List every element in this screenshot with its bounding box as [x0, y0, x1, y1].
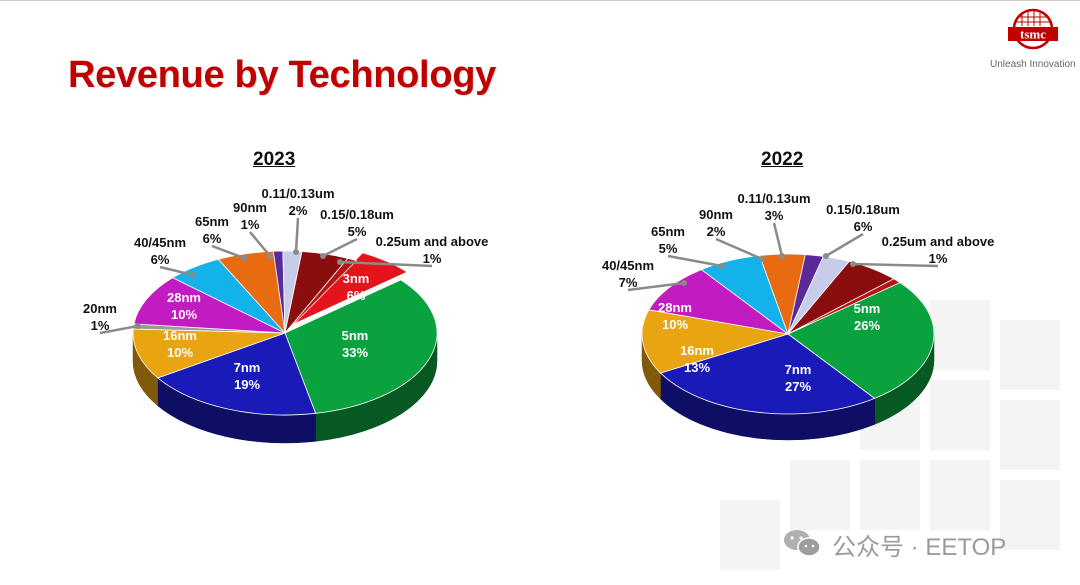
leader-line-40-45nm [159, 265, 194, 277]
leader-dot-65nm [719, 263, 725, 269]
wechat-watermark-icon [784, 530, 821, 557]
background-grid-decoration [720, 300, 1060, 570]
tsmc-logo: tsmc Unleash Innovation [990, 8, 1076, 72]
slice-value-0-25um-and-above: 1% [929, 251, 948, 266]
slice-7nm [659, 333, 876, 415]
slice-7nm [157, 332, 317, 416]
slice-5nm [787, 282, 935, 399]
slice-value-40-45nm: 7% [619, 275, 638, 290]
slice-label-20nm: 20nm [83, 301, 117, 316]
leader-line-0-25um-and-above [339, 260, 433, 268]
slice-value-65nm: 5% [659, 241, 678, 256]
slide-title: Revenue by Technology [68, 54, 496, 96]
leader-line-0-25um-and-above [852, 262, 939, 268]
slice-label-3nm: 3nm [343, 271, 370, 286]
leader-line-65nm [667, 254, 723, 268]
svg-text:tsmc: tsmc [1020, 27, 1046, 42]
slice-label-0-25um-and-above: 0.25um and above [376, 234, 489, 249]
leader-dot-0-15-0-18um [823, 253, 829, 259]
tsmc-logo-mark: tsmc [1008, 8, 1058, 50]
slice-3nm [290, 252, 408, 326]
leader-line-40-45nm [627, 281, 685, 292]
pie-chart-2023: 3nm 6% 5nm 33% 7nm 19% 16nm 10% 20nm 1% 28nm 10% 40/… [83, 186, 488, 444]
leader-line-0-11-0-13um [294, 217, 300, 253]
slice-label-16nm: 16nm [680, 343, 714, 358]
pie-tops [132, 250, 438, 416]
slice-value-16nm: 10% [167, 345, 193, 360]
leader-line-65nm [211, 244, 245, 260]
slice-label-0-11-0-13um: 0.11/0.13um [738, 191, 811, 206]
slice-label-0-25um-and-above: 0.25um and above [882, 234, 995, 249]
slice-label-5nm: 5nm [854, 301, 881, 316]
slice-value-7nm: 27% [785, 379, 811, 394]
slice-value-65nm: 6% [203, 231, 222, 246]
pie-labels: 3nm 6% 5nm 33% 7nm 19% 16nm 10% 20nm 1% 28nm 10% 40/… [83, 186, 488, 392]
slice-label-40-45nm: 40/45nm [134, 235, 186, 250]
slice-value-0-11-0-13um: 3% [765, 208, 784, 223]
slice-label-90nm: 90nm [233, 200, 267, 215]
leader-line-20nm [99, 324, 139, 335]
slice-0-25um-and-above [787, 278, 901, 335]
top-divider [0, 0, 1080, 1]
slice-value-20nm: 1% [91, 318, 110, 333]
leader-line-0-15-0-18um [322, 237, 358, 258]
slice-value-28nm: 10% [171, 307, 197, 322]
leader-dot-0-11-0-13um [779, 253, 785, 259]
leader-dot-20nm [135, 323, 141, 329]
slice-value-16nm: 13% [684, 360, 710, 375]
pie-chart-2022: 5nm 26% 7nm 27% 16nm 13% 28nm 10% 40/45nm 7% 65nm 5… [602, 191, 994, 441]
watermark-text: 公众号 · EETOP [832, 534, 1007, 561]
slice-value-0-25um-and-above: 1% [423, 251, 442, 266]
leader-dot-0-15-0-18um [320, 253, 326, 259]
logo-slogan: Unleash Innovation [990, 59, 1076, 70]
leader-dot-90nm [267, 253, 273, 259]
slice-5nm [284, 279, 438, 414]
leader-line-90nm [715, 237, 763, 261]
slice-16nm [132, 328, 286, 379]
slice-value-7nm: 19% [234, 377, 260, 392]
slice-label-90nm: 90nm [699, 207, 733, 222]
slice-label-40-45nm: 40/45nm [602, 258, 654, 273]
slice-28nm [133, 277, 286, 334]
pie-sides [132, 332, 438, 444]
leader-dot-0-25um-and-above [850, 261, 856, 267]
slice-label-7nm: 7nm [234, 360, 261, 375]
leader-dot-0-25um-and-above [337, 259, 343, 265]
leader-dot-40-45nm [190, 272, 196, 278]
slice-0-25um-and-above [284, 257, 358, 334]
slice-value-0-15-0-18um: 6% [854, 219, 873, 234]
slice-label-16nm: 16nm [163, 328, 197, 343]
slice-value-5nm: 33% [342, 345, 368, 360]
chart-title-2023: 2023 [253, 149, 296, 170]
slice-label-28nm: 28nm [167, 290, 201, 305]
slice-value-0-11-0-13um: 2% [289, 203, 308, 218]
leader-dot-90nm [759, 256, 765, 262]
leader-dot-0-11-0-13um [293, 249, 299, 255]
slice-label-28nm: 28nm [658, 300, 692, 315]
slice-label-7nm: 7nm [785, 362, 812, 377]
slice-value-5nm: 26% [854, 318, 880, 333]
slice-label-0-15-0-18um: 0.15/0.18um [320, 207, 394, 222]
slice-value-0-15-0-18um: 5% [348, 224, 367, 239]
chart-title-2022: 2022 [761, 149, 804, 170]
slice-value-90nm: 1% [241, 217, 260, 232]
slice-label-0-11-0-13um: 0.11/0.13um [262, 186, 335, 201]
slice-label-65nm: 65nm [651, 224, 685, 239]
leader-dot-40-45nm [681, 280, 687, 286]
slice-label-0-15-0-18um: 0.15/0.18um [826, 202, 900, 217]
leader-line-90nm [249, 231, 271, 257]
leader-line-0-11-0-13um [772, 222, 784, 257]
leader-line-0-15-0-18um [825, 232, 864, 258]
leader-dot-65nm [241, 255, 247, 261]
slice-value-28nm: 10% [662, 317, 688, 332]
slice-label-65nm: 65nm [195, 214, 229, 229]
pie-tops [641, 253, 935, 415]
slice-value-40-45nm: 6% [151, 252, 170, 267]
slice-16nm [641, 309, 789, 374]
pie-labels: 5nm 26% 7nm 27% 16nm 13% 28nm 10% 40/45nm 7% 65nm 5… [602, 191, 994, 394]
slice-value-3nm: 6% [347, 288, 366, 303]
slice-value-90nm: 2% [707, 224, 726, 239]
slice-label-5nm: 5nm [342, 328, 369, 343]
